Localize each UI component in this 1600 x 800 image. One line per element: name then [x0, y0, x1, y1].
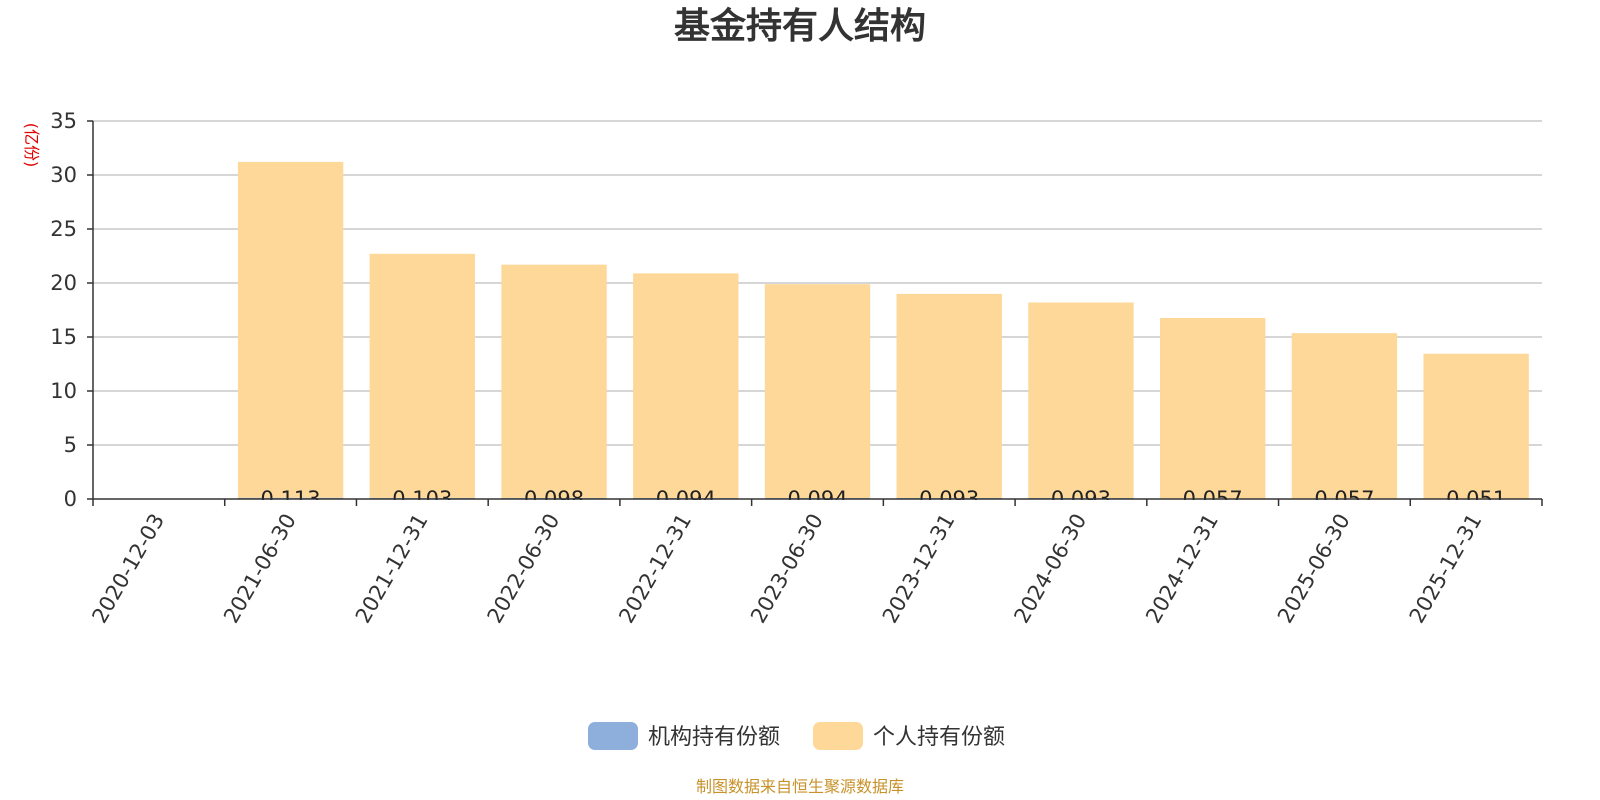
chart-title: 基金持有人结构	[674, 5, 926, 47]
bars-layer	[237, 161, 1529, 500]
legend-swatch-institutional	[588, 722, 638, 750]
y-tick-label: 20	[50, 271, 77, 295]
axis-mask	[0, 500, 1600, 540]
y-tick-label: 15	[50, 325, 77, 349]
bar-individual[interactable]	[764, 284, 871, 498]
bar-individual[interactable]	[501, 264, 607, 498]
bar-individual[interactable]	[237, 161, 344, 498]
bar-individual[interactable]	[896, 293, 1002, 498]
y-tick-label: 25	[50, 217, 77, 241]
source-note: 制图数据来自恒生聚源数据库	[696, 777, 904, 796]
y-tick-label: 0	[64, 487, 77, 511]
y-tick-label: 30	[50, 163, 77, 187]
y-tick-label: 10	[50, 379, 77, 403]
legend-item-individual[interactable]: 个人持有份额	[813, 722, 1005, 750]
legend-swatch-individual	[813, 722, 863, 750]
legend: 机构持有份额 个人持有份额	[588, 722, 1005, 750]
legend-label-institutional: 机构持有份额	[648, 725, 780, 750]
bar-individual[interactable]	[1291, 333, 1398, 499]
bar-individual[interactable]	[369, 253, 476, 498]
legend-label-individual: 个人持有份额	[873, 725, 1005, 750]
legend-item-institutional[interactable]: 机构持有份额	[588, 722, 780, 750]
bar-individual[interactable]	[1028, 302, 1134, 498]
y-tick-label: 35	[50, 109, 77, 133]
bar-individual[interactable]	[1423, 353, 1529, 499]
y-tick-labels: 0 5 10 15 20 25 30 35	[50, 109, 77, 511]
bar-individual[interactable]	[633, 273, 739, 498]
y-axis-unit-label: (亿份)	[22, 123, 41, 168]
y-tick-label: 5	[64, 433, 77, 457]
bar-individual[interactable]	[1159, 318, 1266, 499]
axes-layer	[0, 120, 1600, 540]
